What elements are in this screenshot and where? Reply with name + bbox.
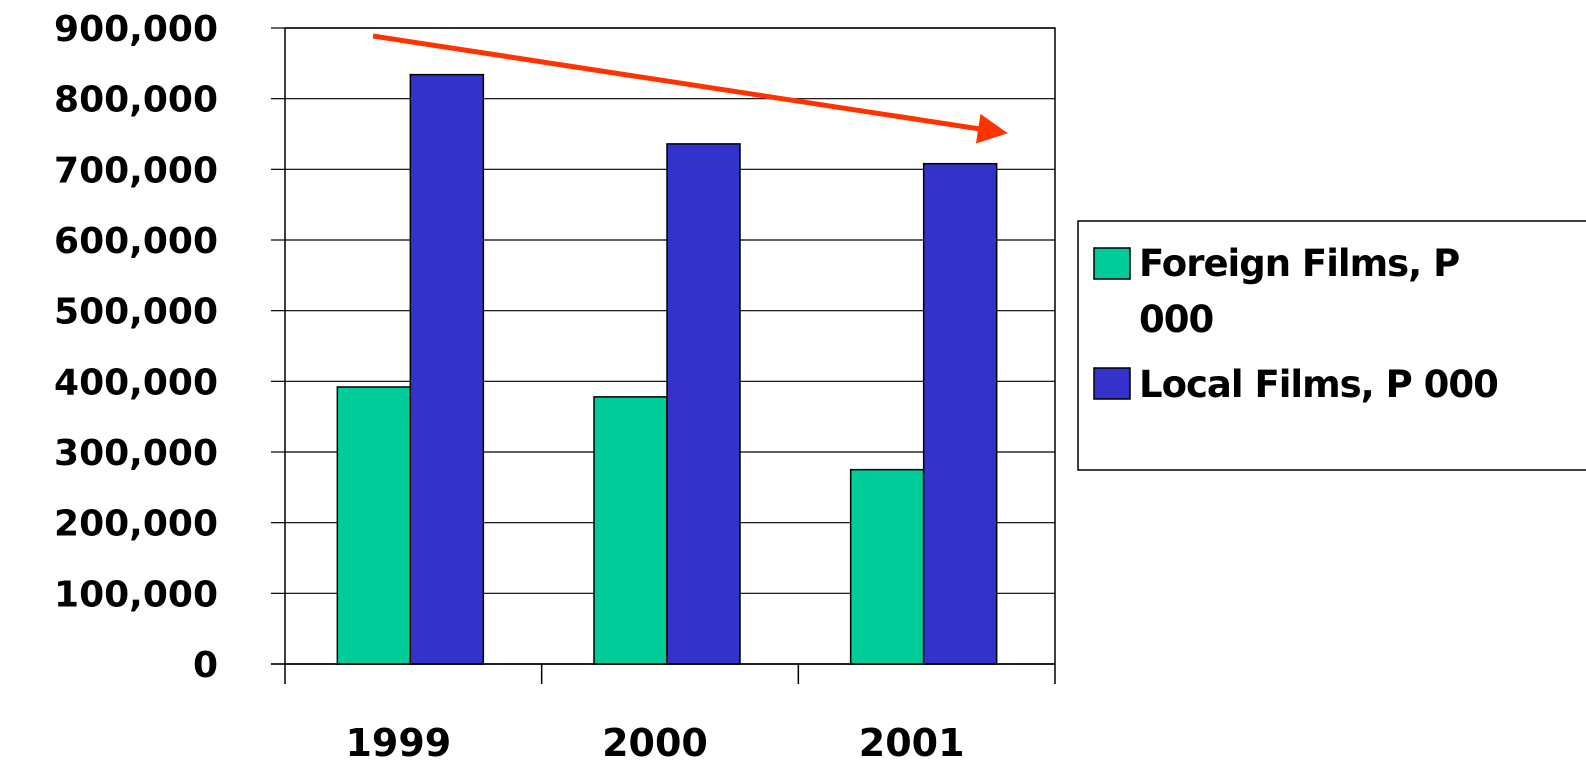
bar-foreign-2001 (849, 468, 925, 665)
y-tick-label: 800,000 (54, 80, 218, 121)
y-tick-label: 400,000 (54, 362, 218, 403)
y-tick-label: 700,000 (54, 150, 218, 191)
bar-local-1999 (409, 73, 485, 665)
y-tick-label: 600,000 (54, 221, 218, 262)
y-tick-label: 300,000 (54, 433, 218, 474)
x-tick-label: 1999 (345, 721, 451, 765)
y-tick-label: 100,000 (54, 574, 218, 615)
bar-local-2001 (922, 162, 998, 665)
legend-swatch (1093, 247, 1131, 280)
x-tick-label: 2001 (859, 721, 965, 765)
y-tick-label: 900,000 (54, 9, 218, 50)
legend-label: 000 (1139, 298, 1213, 341)
y-axis: 0 100,000 200,000 300,000 400,000 500,000 600,… (54, 9, 285, 686)
x-axis: 1999 2000 2001 (271, 663, 1056, 765)
x-tick-label: 2000 (602, 721, 708, 765)
legend-label: Foreign Films, P (1139, 242, 1459, 285)
bars (336, 73, 998, 665)
bar-foreign-1999 (336, 386, 412, 665)
bar-foreign-2000 (593, 396, 668, 665)
y-tick-label: 200,000 (54, 504, 218, 545)
legend-box (1077, 220, 1586, 471)
legend-label: Local Films, P 000 (1139, 363, 1498, 406)
trend-arrow (372, 33, 1008, 144)
legend-swatch (1093, 367, 1131, 400)
y-tick-label: 0 (193, 645, 218, 686)
y-tick-label: 500,000 (54, 292, 218, 333)
legend: Foreign Films, P 000 Local Films, P 000 (1077, 220, 1586, 471)
bar-local-2000 (666, 143, 741, 665)
